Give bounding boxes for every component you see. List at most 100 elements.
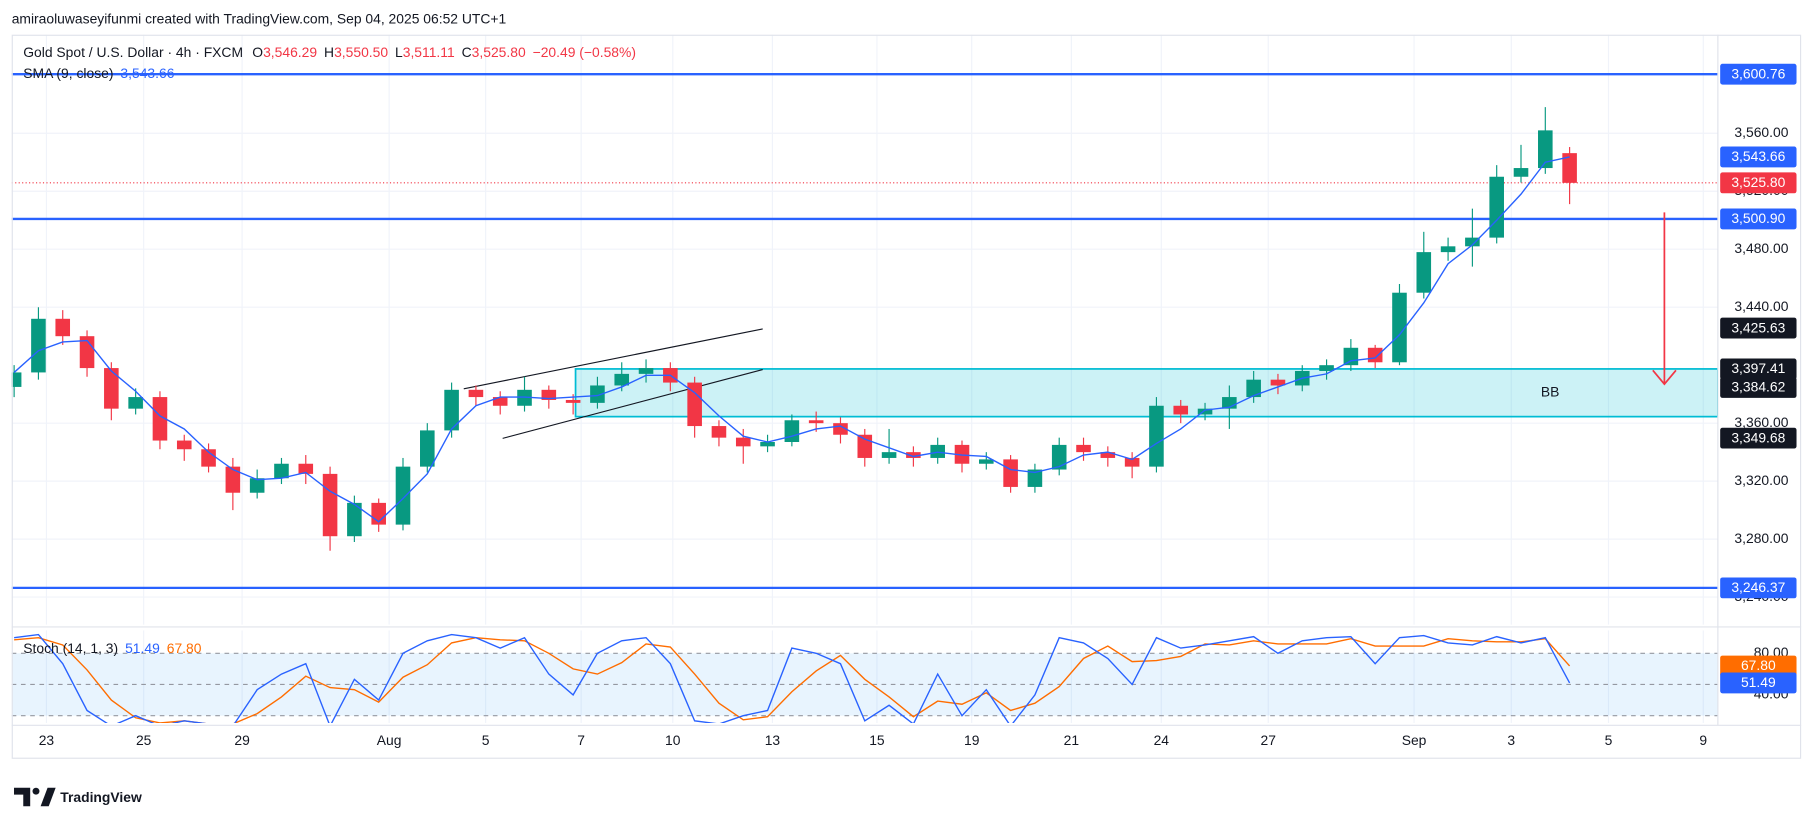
logo-dot [32,787,40,795]
sma-name: SMA (9, close) [23,65,113,81]
x-tick-label: 25 [136,732,152,748]
price-badge-label: 3,600.76 [1731,65,1785,81]
candle-body [201,449,216,467]
candle-body [590,385,605,403]
price-badge-label: 3,525.80 [1731,174,1785,190]
price-badge [1720,577,1797,599]
candle-body [225,466,241,493]
candle-body [1343,347,1359,366]
symbol: Gold Spot / U.S. Dollar · 4h · FXCM [23,44,243,60]
y-tick-label: 3,560.00 [1734,124,1788,140]
candle-body [565,399,581,403]
stoch-d-line [14,636,1571,723]
x-tick-label: 23 [39,732,55,748]
logo-mark [14,787,31,807]
candle-body [420,430,435,467]
brand-name: TradingView [60,789,142,805]
ohlc-value: 3,550.50 [334,44,388,60]
stoch-name: Stoch (14, 1, 3) [23,640,118,656]
price-badge-label: 3,384.62 [1731,379,1785,395]
price-badge-label: 3,425.63 [1731,319,1785,335]
candle-body [1222,397,1237,409]
candle-body [1270,379,1286,386]
arrow-head [1652,369,1677,386]
x-tick-label: 29 [234,732,250,748]
candle-body [541,389,557,400]
candle-body [1076,444,1091,453]
candle-body [979,459,994,464]
price-badge-label: 3,543.66 [1731,148,1785,164]
ohlc-key: C [462,44,472,60]
candle-body [517,389,532,406]
price-badge [1720,358,1797,380]
candle-body [395,466,411,525]
sma-line [13,156,1570,523]
candle-body [1538,130,1553,169]
ohlc-value: 3,525.80 [472,44,526,60]
candle-body [274,463,289,479]
candle-body [711,426,727,438]
candle-body [1246,379,1261,398]
candle-body [298,463,314,474]
y-tick-label: 3,320.00 [1734,472,1788,488]
y-tick-label: 3,440.00 [1734,298,1788,314]
candle-body [687,382,702,427]
candle-body [808,420,824,424]
stoch-legend: Stoch (14, 1, 3) 51.49 67.80 [23,640,201,656]
price-badge [1720,146,1797,168]
candle-body [1367,347,1383,363]
candle-body [1003,459,1018,487]
price-badge-label: 3,349.68 [1731,429,1785,445]
credit: amiraoluwaseyifunmi created with Trading… [12,10,507,26]
candle-body [1027,469,1043,487]
candle-body [954,444,970,464]
price-badge [1720,427,1797,449]
price-badge-label: 3,397.41 [1731,360,1785,376]
candle-body [1197,408,1213,415]
price-badge-label: 51.49 [1741,674,1776,690]
x-tick-label: Aug [377,732,402,748]
x-tick-label: 21 [1064,732,1080,748]
candle-body [906,452,921,458]
stoch-k-line [14,633,1571,723]
candle-body [784,420,800,443]
x-tick-label: 9 [1699,732,1707,748]
candle-body [249,478,265,493]
candle-body [760,442,775,447]
stoch-k-value: 51.49 [125,640,160,656]
trend-line [502,368,763,439]
trend-line [463,328,763,390]
price-badge-label: 3,246.37 [1731,579,1785,595]
candle-body [1149,405,1164,467]
candle-body [347,502,362,537]
logo-slash [40,787,56,807]
sma-legend: SMA (9, close) 3,543.66 [23,65,174,81]
x-tick-label: 5 [482,732,490,748]
symbol-header: Gold Spot / U.S. Dollar · 4h · FXCM O3,54… [23,44,636,60]
candle-body [492,397,508,406]
y-tick-label: 3,480.00 [1734,240,1788,256]
candle-body [11,372,22,387]
zone [574,368,1718,418]
candle-body [735,437,751,447]
x-tick-label: 13 [765,732,781,748]
price-badge [1720,208,1797,230]
candle-body [833,423,848,435]
x-tick-label: 5 [1605,732,1613,748]
candle-body [1489,176,1504,238]
ohlc-value: 3,546.29 [263,44,317,60]
candle-body [1562,153,1577,183]
price-change: −20.49 (−0.58%) [533,44,636,60]
ohlc-key: L [395,44,403,60]
x-tick-label: Sep [1402,732,1427,748]
candle-body [152,397,168,441]
y-tick-label: 3,280.00 [1734,530,1788,546]
candle-body [31,318,46,373]
price-badge [1720,672,1797,694]
candle-body [638,368,654,374]
candle-body [1416,252,1432,293]
x-tick-label: 3 [1507,732,1515,748]
brand-logo: TradingView [14,787,142,807]
ohlc-key: H [324,44,334,60]
